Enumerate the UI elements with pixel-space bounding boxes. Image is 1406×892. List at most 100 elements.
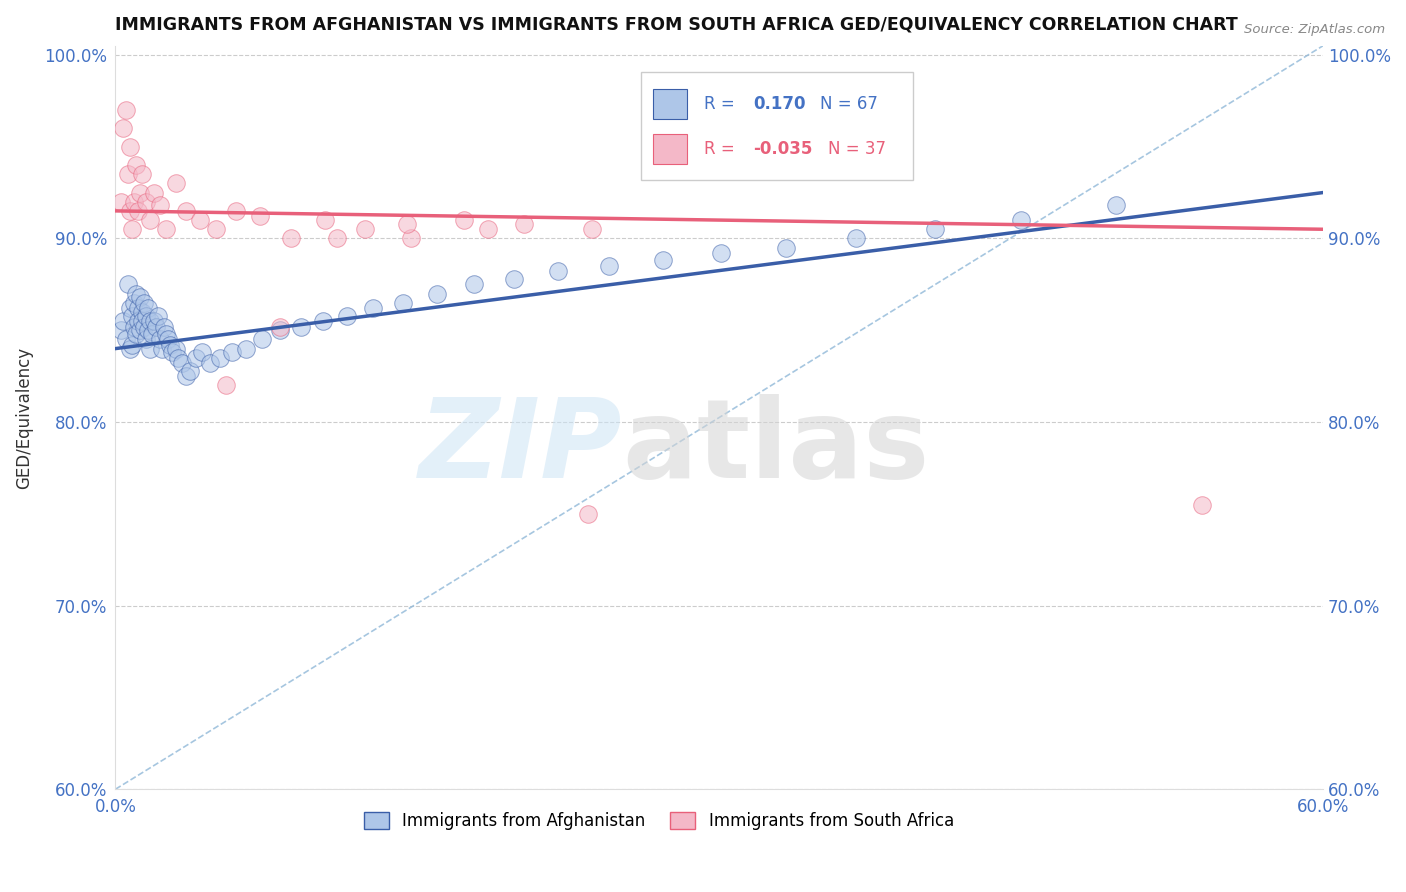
Text: -0.035: -0.035: [754, 140, 813, 158]
Point: [1105, 198, 1128, 212]
Text: Source: ZipAtlas.com: Source: ZipAtlas.com: [1244, 23, 1385, 37]
Point: [326, 231, 349, 245]
Point: [159, 338, 181, 352]
Point: [463, 277, 485, 292]
Legend: Immigrants from Afghanistan, Immigrants from South Africa: Immigrants from Afghanistan, Immigrants …: [357, 805, 960, 837]
Point: [174, 369, 197, 384]
Point: [174, 203, 197, 218]
Point: [135, 333, 157, 347]
Point: [354, 222, 377, 236]
Point: [312, 314, 335, 328]
Point: [581, 222, 603, 236]
Point: [578, 507, 600, 521]
Point: [149, 333, 172, 347]
Point: [145, 319, 167, 334]
Point: [128, 186, 150, 200]
Point: [149, 198, 172, 212]
Point: [118, 342, 141, 356]
Point: [188, 213, 211, 227]
Text: N = 67: N = 67: [820, 95, 877, 113]
Text: N = 37: N = 37: [828, 140, 886, 158]
FancyBboxPatch shape: [641, 71, 912, 179]
Point: [170, 356, 193, 370]
Point: [477, 222, 499, 236]
Point: [165, 342, 187, 356]
Point: [453, 213, 475, 227]
Point: [155, 222, 177, 236]
Point: [138, 342, 160, 356]
Point: [118, 203, 141, 218]
Text: 0.170: 0.170: [754, 95, 806, 113]
Point: [1010, 213, 1032, 227]
Point: [156, 333, 179, 347]
Point: [198, 356, 221, 370]
Point: [127, 314, 149, 328]
Text: R =: R =: [703, 140, 740, 158]
Point: [117, 167, 139, 181]
Point: [136, 323, 159, 337]
Point: [121, 309, 143, 323]
Text: IMMIGRANTS FROM AFGHANISTAN VS IMMIGRANTS FROM SOUTH AFRICA GED/EQUIVALENCY CORR: IMMIGRANTS FROM AFGHANISTAN VS IMMIGRANT…: [115, 15, 1239, 33]
Point: [336, 309, 359, 323]
Point: [166, 351, 188, 365]
Point: [184, 351, 207, 365]
Point: [152, 319, 174, 334]
Point: [122, 295, 145, 310]
Point: [124, 286, 146, 301]
Point: [165, 177, 187, 191]
Point: [124, 158, 146, 172]
Point: [114, 103, 136, 117]
Point: [112, 121, 135, 136]
Point: [124, 326, 146, 341]
Point: [118, 139, 141, 153]
Point: [269, 323, 291, 337]
Point: [426, 286, 449, 301]
Point: [127, 203, 149, 218]
Point: [280, 231, 302, 245]
Point: [225, 203, 247, 218]
Point: [150, 342, 173, 356]
Point: [127, 301, 149, 316]
Point: [503, 272, 526, 286]
Text: ZIP: ZIP: [419, 393, 623, 500]
Point: [135, 309, 157, 323]
Point: [160, 345, 183, 359]
Point: [142, 186, 165, 200]
Point: [179, 364, 201, 378]
Text: R =: R =: [703, 95, 740, 113]
FancyBboxPatch shape: [652, 89, 686, 120]
Y-axis label: GED/Equivalency: GED/Equivalency: [15, 346, 32, 489]
Point: [121, 222, 143, 236]
Point: [114, 333, 136, 347]
Point: [136, 301, 159, 316]
Text: atlas: atlas: [623, 393, 929, 500]
Point: [138, 213, 160, 227]
Point: [128, 323, 150, 337]
Point: [652, 253, 675, 268]
Point: [122, 194, 145, 209]
Point: [117, 277, 139, 292]
Point: [142, 314, 165, 328]
Point: [314, 213, 336, 227]
Point: [221, 345, 243, 359]
Point: [401, 231, 423, 245]
Point: [135, 194, 157, 209]
Point: [392, 295, 415, 310]
Point: [112, 314, 135, 328]
Point: [924, 222, 946, 236]
Point: [209, 351, 232, 365]
Point: [547, 264, 569, 278]
Point: [128, 290, 150, 304]
Point: [138, 314, 160, 328]
Point: [132, 295, 155, 310]
Point: [215, 378, 238, 392]
Point: [775, 241, 797, 255]
Point: [131, 167, 153, 181]
Point: [146, 309, 169, 323]
Point: [110, 323, 132, 337]
Point: [131, 314, 153, 328]
Point: [361, 301, 384, 316]
FancyBboxPatch shape: [652, 134, 686, 164]
Point: [269, 319, 291, 334]
Point: [205, 222, 228, 236]
